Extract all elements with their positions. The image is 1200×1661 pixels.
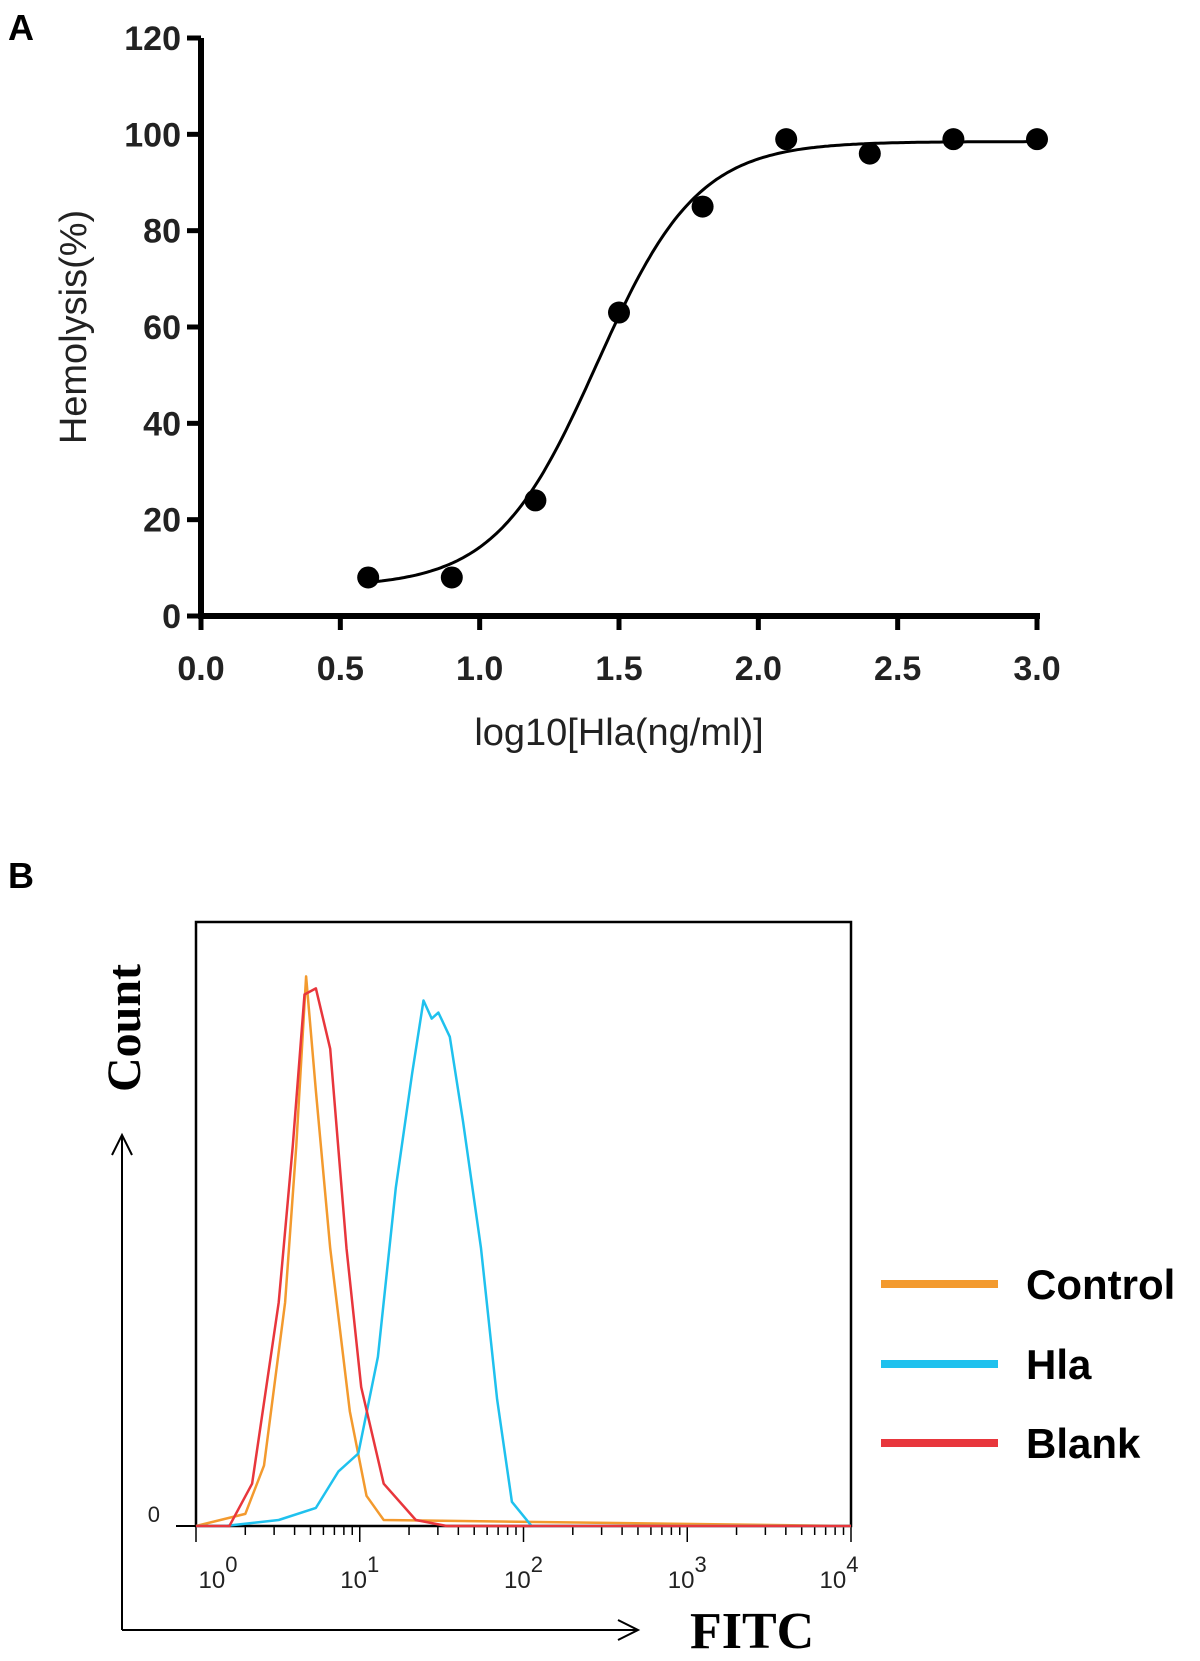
data-point xyxy=(357,566,380,589)
y-tick-label: 0 xyxy=(148,1502,160,1527)
tick-base: 10 xyxy=(504,1567,531,1594)
data-point xyxy=(608,301,630,324)
tick-exponent: 1 xyxy=(367,1552,379,1577)
y-axis-label: Hemolysis(%) xyxy=(53,210,95,444)
histogram-control xyxy=(195,975,852,1528)
plot-frame xyxy=(194,920,853,1528)
tick-exponent: 3 xyxy=(694,1552,706,1577)
x-tick-label: 0.0 xyxy=(177,650,224,688)
x-tick-label: 2.5 xyxy=(874,650,921,688)
x-tick-label: 0.5 xyxy=(317,650,364,688)
tick-exponent: 4 xyxy=(846,1552,858,1577)
x-tick-label: 102 xyxy=(504,1552,543,1594)
panel-label: A xyxy=(8,7,34,48)
histogram-blank xyxy=(196,987,851,1528)
x-tick-label: 2.0 xyxy=(735,650,782,688)
data-point xyxy=(440,566,463,589)
x-axis-label: log10[Hla(ng/ml)] xyxy=(474,712,763,754)
x-tick-label: 104 xyxy=(820,1552,859,1594)
legend-label: Hla xyxy=(1026,1341,1092,1388)
legend: Control Hla Blank xyxy=(881,1261,1175,1467)
legend-label: Blank xyxy=(1026,1420,1141,1467)
y-tick-label: 0 xyxy=(162,598,181,636)
y-tick-label: 120 xyxy=(124,20,181,58)
fit-curve xyxy=(368,140,1037,584)
panel-label: B xyxy=(8,855,34,896)
data-point xyxy=(858,142,881,165)
x-tick-label: 100 xyxy=(199,1552,238,1594)
data-point xyxy=(524,489,547,512)
y-axis-label: Count xyxy=(98,964,151,1092)
data-point xyxy=(691,195,714,218)
count-arrow-icon xyxy=(111,1132,133,1630)
tick-base: 10 xyxy=(199,1567,226,1594)
x-tick-label: 103 xyxy=(668,1552,707,1594)
data-point xyxy=(942,128,965,151)
histogram-hla xyxy=(196,999,851,1528)
tick-base: 10 xyxy=(668,1567,695,1594)
panel-a: A 0 20 40 60 80 100 120 0.0 0.5 1.0 1.5 2.0 2.5 3.0 log… xyxy=(8,7,1061,754)
tick-exponent: 2 xyxy=(531,1552,543,1577)
tick-base: 10 xyxy=(820,1567,847,1594)
y-tick-label: 80 xyxy=(143,213,181,251)
legend-label: Control xyxy=(1026,1261,1175,1308)
tick-exponent: 0 xyxy=(225,1552,237,1577)
x-tick-label: 101 xyxy=(340,1552,379,1594)
y-tick-label: 100 xyxy=(124,116,181,154)
x-tick-label: 1.5 xyxy=(595,650,642,688)
y-tick-label: 40 xyxy=(143,405,181,443)
fitc-arrow-icon xyxy=(122,1619,641,1641)
y-tick-label: 60 xyxy=(143,309,181,347)
y-tick-label: 20 xyxy=(143,502,181,540)
data-point xyxy=(1026,128,1048,151)
panel-b: B0100101102103104FITCCountControlHlaBlan… xyxy=(8,855,1175,1660)
x-tick-label: 3.0 xyxy=(1013,650,1060,688)
x-tick-label: 1.0 xyxy=(456,650,503,688)
data-point xyxy=(775,128,798,151)
x-axis-label: FITC xyxy=(690,1603,814,1660)
tick-base: 10 xyxy=(340,1567,367,1594)
